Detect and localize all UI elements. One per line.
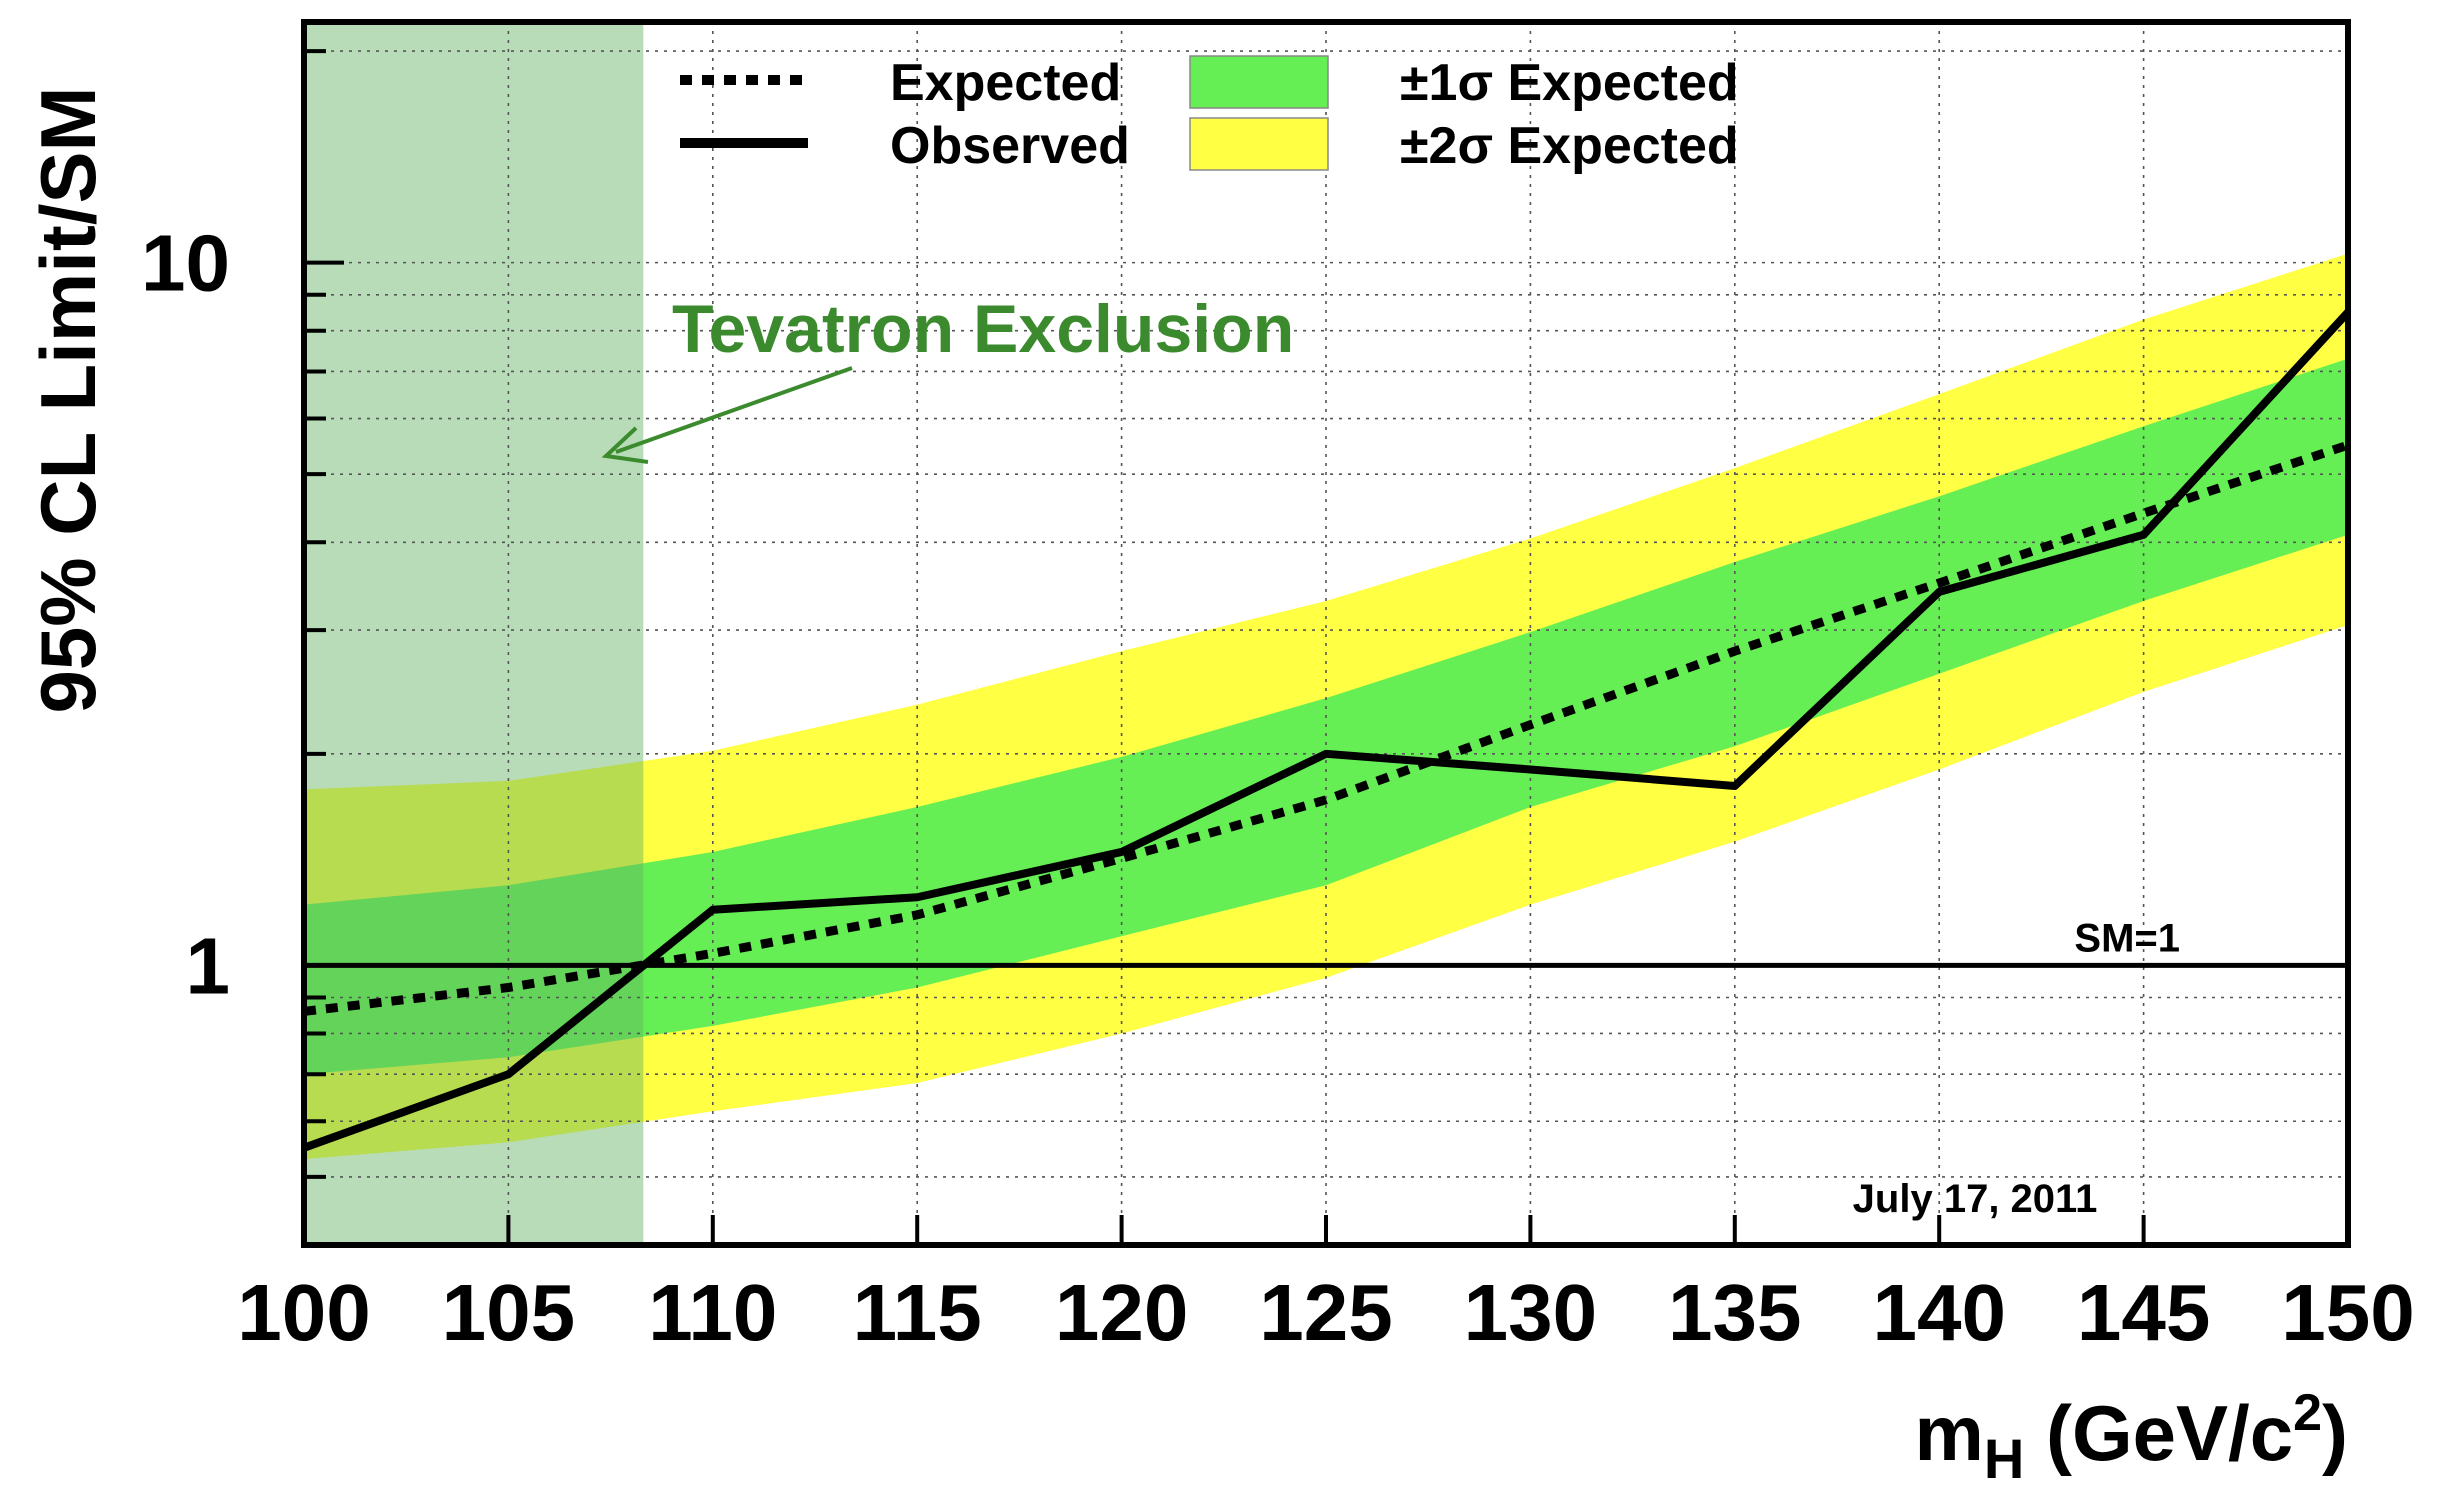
y-axis-title: 95% CL Limit/SM (24, 86, 112, 713)
legend-expected-label: Expected (890, 54, 1121, 112)
y-tick-label: 1 (186, 921, 231, 1010)
x-tick-label: 125 (1259, 1268, 1392, 1357)
x-tick-label: 110 (648, 1268, 777, 1357)
legend-1sigma-swatch (1189, 55, 1329, 109)
series-observed-line (304, 309, 2348, 1152)
legend-2sigma-label: ±2σ Expected (1400, 117, 1739, 175)
x-tick-label: 120 (1055, 1268, 1188, 1357)
tevatron-exclusion-label: Tevatron Exclusion (672, 291, 1294, 367)
series-expected-line (304, 440, 2348, 1016)
x-tick-label: 100 (237, 1268, 370, 1357)
bands-layer (304, 22, 2348, 1245)
date-annotation: July 17, 2011 (1853, 1177, 2098, 1221)
x-tick-label: 145 (2077, 1268, 2210, 1357)
lines-layer (304, 309, 2348, 1152)
x-axis-title: mH (GeV/c2) (1915, 1384, 2349, 1490)
x-tick-label: 150 (2281, 1268, 2414, 1357)
legend-observed-label: Observed (890, 117, 1130, 175)
x-tick-label: 130 (1464, 1268, 1597, 1357)
tevatron-exclusion-arrowhead (601, 426, 649, 464)
tevatron-exclusion-arrow (615, 366, 853, 454)
tevatron-exclusion-region (304, 22, 644, 1245)
y-tick-label: 10 (141, 219, 230, 308)
sm-reference-label: SM=1 (2074, 916, 2180, 960)
grid-layer (301, 19, 2351, 1248)
legend-1sigma-label: ±1σ Expected (1400, 54, 1739, 112)
legend-2sigma-swatch (1189, 117, 1329, 171)
x-tick-label: 135 (1668, 1268, 1801, 1357)
x-tick-label: 115 (853, 1268, 982, 1357)
x-tick-label: 140 (1872, 1268, 2005, 1357)
x-tick-label: 105 (442, 1268, 575, 1357)
